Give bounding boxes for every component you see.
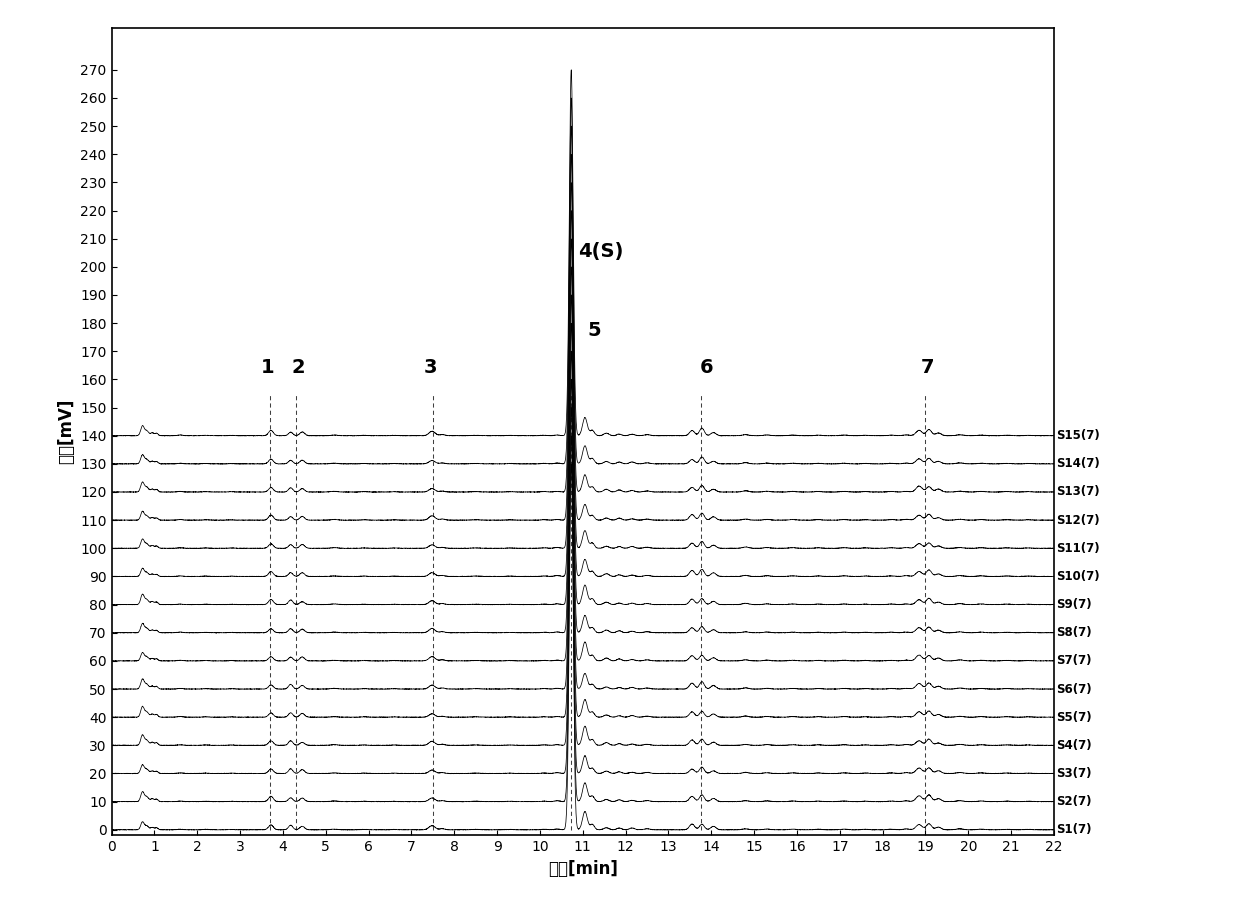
Y-axis label: 信号[mV]: 信号[mV] <box>57 398 74 465</box>
Text: 1: 1 <box>262 358 275 376</box>
Text: 2: 2 <box>291 358 305 376</box>
Text: S9(7): S9(7) <box>1056 598 1091 611</box>
Text: S15(7): S15(7) <box>1056 430 1100 442</box>
Text: S11(7): S11(7) <box>1056 542 1100 554</box>
X-axis label: 时间[min]: 时间[min] <box>548 860 618 878</box>
Text: 7: 7 <box>921 358 935 376</box>
Text: S3(7): S3(7) <box>1056 767 1091 780</box>
Text: 6: 6 <box>701 358 714 376</box>
Text: S2(7): S2(7) <box>1056 795 1091 808</box>
Text: S12(7): S12(7) <box>1056 514 1100 527</box>
Text: S6(7): S6(7) <box>1056 682 1091 696</box>
Text: S1(7): S1(7) <box>1056 823 1091 836</box>
Text: S14(7): S14(7) <box>1056 457 1100 470</box>
Text: S5(7): S5(7) <box>1056 711 1091 723</box>
Text: S8(7): S8(7) <box>1056 626 1091 639</box>
Text: S7(7): S7(7) <box>1056 655 1091 667</box>
Text: S10(7): S10(7) <box>1056 570 1100 583</box>
Text: S4(7): S4(7) <box>1056 739 1091 752</box>
Text: 4(S): 4(S) <box>579 242 624 261</box>
Text: 5: 5 <box>587 321 600 340</box>
Text: S13(7): S13(7) <box>1056 486 1100 498</box>
Text: 3: 3 <box>424 358 438 376</box>
